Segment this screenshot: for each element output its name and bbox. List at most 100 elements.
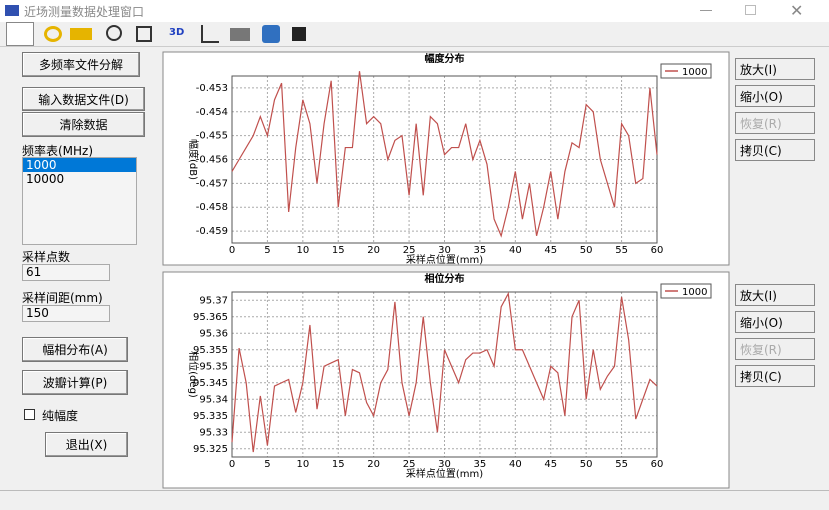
legend-label: 1000	[682, 67, 707, 78]
tool-pan[interactable]	[70, 28, 92, 40]
freq-list[interactable]: 1000 10000	[22, 157, 137, 245]
dist-button[interactable]: 幅相分布(A)	[22, 337, 128, 362]
y-tick-label: 95.355	[193, 345, 228, 356]
y-axis-label: 幅度(dB)	[187, 139, 200, 180]
checkbox[interactable]	[24, 409, 35, 420]
y-tick-label: 95.37	[199, 295, 228, 306]
y-tick-label: 95.35	[199, 361, 228, 372]
x-tick-label: 0	[229, 245, 235, 256]
side-button[interactable]: 放大(I)	[735, 284, 815, 306]
side-button[interactable]: 拷贝(C)	[735, 365, 815, 387]
plot-frame	[231, 75, 658, 244]
chart-panel	[162, 271, 730, 489]
data-line	[231, 291, 658, 453]
toolbar: 3D	[0, 22, 829, 47]
x-tick-label: 35	[474, 459, 487, 470]
y-tick-label: 95.345	[193, 378, 228, 389]
x-tick-label: 15	[332, 459, 345, 470]
x-tick-label: 55	[615, 459, 628, 470]
x-tick-label: 25	[403, 459, 416, 470]
y-tick-label: 95.365	[193, 312, 228, 323]
x-tick-label: 10	[296, 245, 309, 256]
x-tick-label: 35	[474, 245, 487, 256]
x-tick-label: 45	[544, 245, 557, 256]
x-tick-label: 20	[367, 459, 380, 470]
x-tick-label: 55	[615, 245, 628, 256]
exit-button[interactable]: 退出(X)	[45, 432, 128, 457]
clear-button[interactable]: 清除数据	[22, 112, 145, 137]
legend-box	[660, 283, 712, 299]
tool-3d[interactable]: 3D	[169, 27, 185, 38]
x-tick-label: 30	[438, 459, 451, 470]
tool-zoom[interactable]	[106, 25, 122, 41]
x-tick-label: 50	[580, 245, 593, 256]
x-tick-label: 30	[438, 245, 451, 256]
tool-refresh[interactable]	[44, 26, 62, 42]
y-tick-label: 95.325	[193, 444, 228, 455]
tool-chart[interactable]	[201, 25, 219, 43]
legend-label: 1000	[682, 287, 707, 298]
y-tick-label: -0.458	[196, 202, 228, 213]
points-label: 采样点数	[22, 250, 71, 264]
x-tick-label: 5	[264, 245, 270, 256]
x-tick-label: 0	[229, 459, 235, 470]
x-tick-label: 60	[651, 245, 664, 256]
freq-item[interactable]: 10000	[26, 172, 65, 186]
spacing-label: 采样间距(mm)	[22, 291, 103, 305]
y-tick-label: -0.456	[196, 155, 228, 166]
input-button[interactable]: 输入数据文件(D)	[22, 87, 145, 111]
x-tick-label: 25	[403, 245, 416, 256]
points-field[interactable]: 61	[22, 264, 110, 281]
chart-title: 相位分布	[425, 272, 465, 285]
y-tick-label: -0.457	[196, 178, 228, 189]
y-tick-label: -0.453	[196, 83, 228, 94]
tool-save[interactable]	[292, 27, 306, 41]
y-axis-label: 相位(deg)	[187, 351, 200, 398]
tool-image[interactable]	[262, 25, 280, 43]
checkbox-label: 纯幅度	[42, 409, 79, 423]
app-icon	[5, 5, 19, 16]
y-tick-label: 95.33	[199, 427, 228, 438]
close[interactable]: ✕	[790, 1, 804, 20]
minimize[interactable]	[700, 10, 712, 11]
plot-frame	[231, 291, 658, 458]
side-button[interactable]: 放大(I)	[735, 58, 815, 80]
tool-print[interactable]	[230, 28, 250, 41]
y-tick-label: 95.335	[193, 411, 228, 422]
split-button[interactable]: 多频率文件分解	[22, 52, 140, 77]
x-tick-label: 20	[367, 245, 380, 256]
side-button[interactable]: 缩小(O)	[735, 311, 815, 333]
x-axis-label: 采样点位置(mm)	[406, 253, 483, 266]
side-button[interactable]: 恢复(R)	[735, 112, 815, 134]
side-button[interactable]: 缩小(O)	[735, 85, 815, 107]
x-tick-label: 45	[544, 459, 557, 470]
x-tick-label: 15	[332, 245, 345, 256]
freq-label: 频率表(MHz)	[22, 144, 94, 158]
title-bar: 近场测量数据处理窗口 ✕	[0, 0, 829, 22]
x-tick-label: 50	[580, 459, 593, 470]
data-line	[231, 71, 658, 238]
x-tick-label: 40	[509, 459, 522, 470]
tool-fit[interactable]	[136, 26, 152, 42]
chart-title: 幅度分布	[425, 52, 465, 65]
spacing-field[interactable]: 150	[22, 305, 110, 322]
x-axis-label: 采样点位置(mm)	[406, 467, 483, 480]
y-tick-label: 95.34	[199, 394, 228, 405]
lobe-button[interactable]: 波瓣计算(P)	[22, 370, 128, 395]
tool-select[interactable]	[6, 22, 34, 46]
x-tick-label: 40	[509, 245, 522, 256]
status-bar	[0, 490, 829, 510]
x-tick-label: 10	[296, 459, 309, 470]
y-tick-label: 95.36	[199, 328, 228, 339]
side-button[interactable]: 恢复(R)	[735, 338, 815, 360]
y-tick-label: -0.455	[196, 131, 228, 142]
y-tick-label: -0.454	[196, 107, 228, 118]
window-title: 近场测量数据处理窗口	[24, 5, 145, 19]
side-button[interactable]: 拷贝(C)	[735, 139, 815, 161]
maximize[interactable]	[745, 5, 756, 15]
x-tick-label: 60	[651, 459, 664, 470]
freq-item[interactable]: 1000	[23, 158, 136, 172]
y-tick-label: -0.459	[196, 226, 228, 237]
